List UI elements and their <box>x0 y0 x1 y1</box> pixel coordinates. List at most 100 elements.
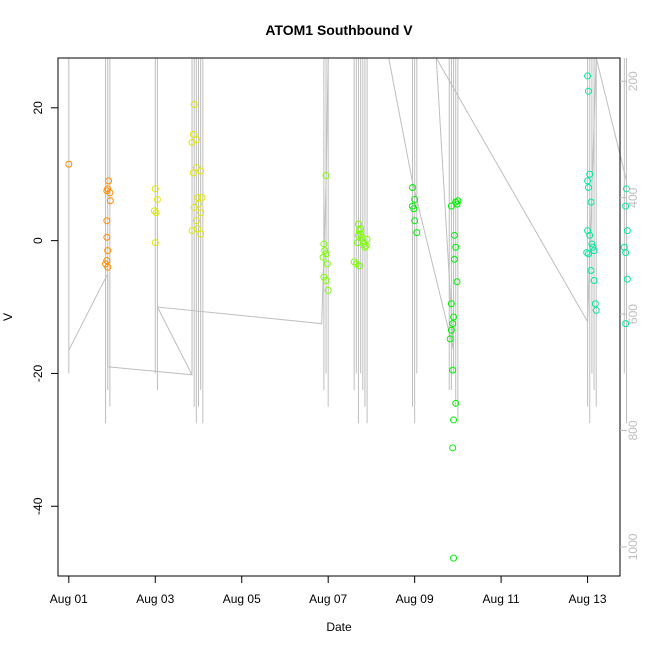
data-point <box>623 275 631 283</box>
data-point <box>151 185 159 193</box>
data-point <box>322 172 330 180</box>
data-point <box>408 184 416 191</box>
data-point <box>447 300 455 308</box>
chart-title: ATOM1 Southbound V <box>265 22 413 38</box>
data-point <box>103 187 111 195</box>
data-point <box>452 399 460 407</box>
y2-axis: 200 400 600 800 1000 <box>620 71 640 560</box>
data-point <box>192 217 200 225</box>
y-tick-label: 20 <box>31 101 45 115</box>
data-point <box>450 554 458 562</box>
x-tick-label: Aug 03 <box>136 592 174 606</box>
data-point <box>622 185 630 193</box>
data-point <box>102 260 110 268</box>
data-point <box>357 225 365 233</box>
data-point <box>104 247 112 255</box>
data-point <box>363 235 371 243</box>
data-point <box>321 247 329 255</box>
data-point <box>623 227 631 235</box>
y-tick-label: 0 <box>31 237 45 244</box>
data-point <box>592 306 600 314</box>
data-point <box>197 209 205 217</box>
data-points <box>65 72 631 562</box>
data-point <box>452 243 460 251</box>
data-point <box>189 130 197 138</box>
data-point <box>194 193 202 201</box>
x-axis: Aug 01 Aug 03 Aug 05 Aug 07 Aug 09 Aug 11 Aug … <box>50 575 607 606</box>
data-point <box>105 177 113 185</box>
overlay-lines <box>68 57 627 424</box>
data-point <box>103 217 111 225</box>
data-point <box>590 247 598 255</box>
data-point <box>622 249 630 257</box>
data-point <box>188 227 196 235</box>
data-point <box>590 276 598 284</box>
data-point <box>323 260 331 268</box>
data-point <box>150 207 158 215</box>
x-tick-label: Aug 07 <box>309 592 347 606</box>
x-tick-label: Aug 09 <box>396 592 434 606</box>
data-point <box>411 217 419 225</box>
data-point <box>586 231 594 239</box>
data-point <box>190 203 198 211</box>
data-point <box>450 313 458 321</box>
data-point <box>151 239 159 247</box>
data-point <box>584 184 592 191</box>
y2-tick-label: 600 <box>626 304 640 324</box>
data-point <box>584 87 592 95</box>
data-point <box>354 239 362 247</box>
x-tick-label: Aug 13 <box>569 592 607 606</box>
data-point <box>190 100 198 108</box>
y2-tick-label: 800 <box>626 420 640 440</box>
data-point <box>450 231 458 239</box>
data-point <box>449 366 457 374</box>
data-point <box>198 193 206 201</box>
y-tick-label: -40 <box>31 497 45 515</box>
data-point <box>355 262 363 270</box>
y-axis-label: V <box>1 313 15 321</box>
data-point <box>197 167 205 175</box>
data-point <box>584 250 592 258</box>
data-point <box>411 195 419 203</box>
data-point <box>449 320 457 328</box>
y2-tick-label: 200 <box>626 71 640 91</box>
data-point <box>408 202 416 210</box>
data-point <box>350 258 358 266</box>
data-point <box>453 200 461 208</box>
data-point <box>587 267 595 275</box>
data-point <box>450 416 458 424</box>
data-point <box>195 200 202 208</box>
data-point <box>103 233 111 241</box>
data-point <box>449 444 457 452</box>
data-point <box>622 202 630 210</box>
data-point <box>584 177 592 185</box>
data-point <box>591 300 599 308</box>
y2-tick-label: 1000 <box>626 533 640 560</box>
data-point <box>103 257 111 265</box>
data-point <box>320 240 328 248</box>
data-point <box>587 198 595 206</box>
data-point <box>454 197 462 205</box>
data-point <box>355 227 363 235</box>
data-point <box>413 229 421 237</box>
data-point <box>153 195 161 203</box>
data-point <box>622 320 630 328</box>
x-axis-label: Date <box>326 620 352 634</box>
data-point <box>106 197 114 205</box>
data-point <box>189 169 197 177</box>
data-point <box>65 160 73 168</box>
data-point <box>322 276 330 284</box>
data-point <box>446 335 454 343</box>
data-point <box>586 170 594 178</box>
y-tick-label: -20 <box>31 364 45 382</box>
x-tick-label: Aug 01 <box>50 592 88 606</box>
data-point <box>319 253 327 261</box>
data-point <box>197 230 205 238</box>
data-point <box>362 242 370 250</box>
data-point <box>192 164 200 172</box>
x-tick-label: Aug 11 <box>483 592 520 606</box>
data-point <box>354 231 362 239</box>
data-point <box>583 249 591 257</box>
x-tick-label: Aug 05 <box>223 592 261 606</box>
